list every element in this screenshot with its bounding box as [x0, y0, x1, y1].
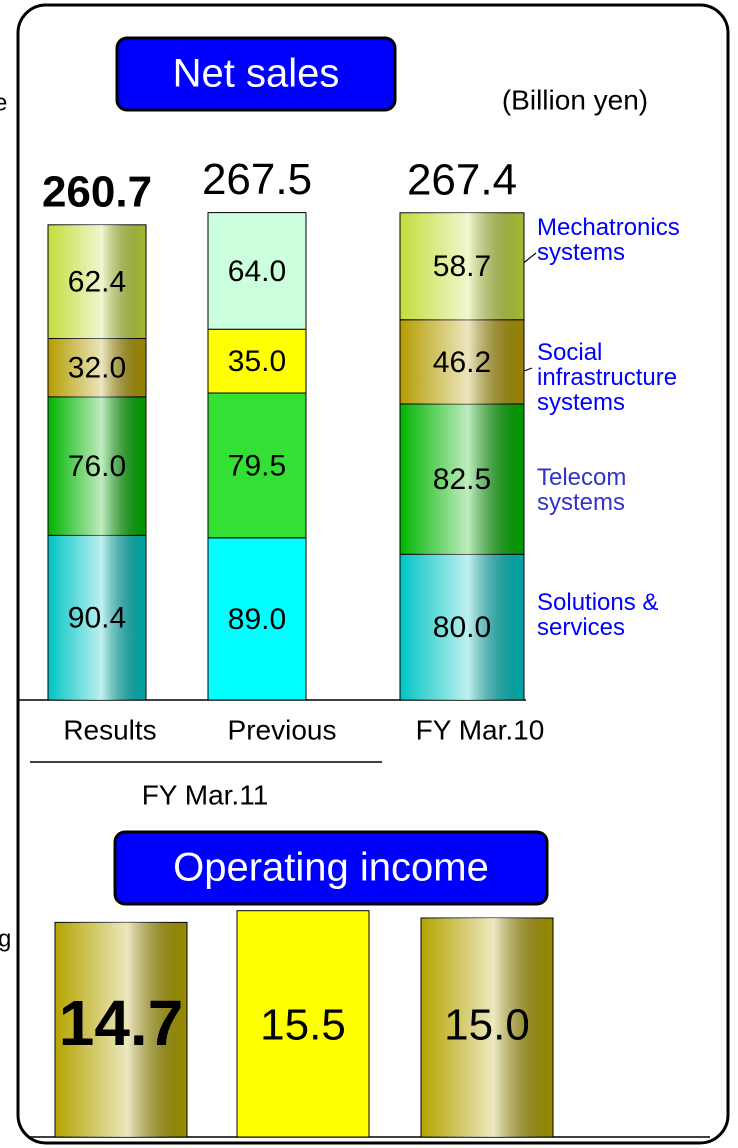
value-label: 58.7 [433, 250, 491, 283]
chart-title: Operating income [173, 846, 489, 890]
frame [16, 3, 730, 1145]
legend-label: Solutions & services [537, 589, 659, 641]
bar-segment [207, 328, 307, 394]
value-label: 80.0 [433, 611, 491, 644]
value-label: 90.4 [68, 602, 126, 635]
value-label: 46.2 [433, 346, 491, 379]
value-label: 64.0 [228, 255, 286, 288]
total-label: 267.4 [407, 155, 517, 204]
clipped-text: g [0, 925, 11, 952]
total-label: 260.7 [42, 168, 152, 217]
x-tick-label: FY Mar.10 [416, 714, 545, 745]
value-label: 35.0 [228, 345, 286, 378]
legend-label: Telecom systems [537, 464, 627, 516]
value-label: 14.7 [59, 987, 184, 1059]
title-box [113, 830, 549, 906]
value-label: 32.0 [68, 352, 126, 385]
legend-label: Mechatronics systems [537, 214, 680, 266]
value-label: 89.0 [228, 603, 286, 636]
title-box [115, 36, 397, 112]
bar [236, 910, 370, 1138]
value-label: 15.5 [260, 1001, 346, 1050]
bar-segment [207, 392, 307, 539]
chart-title: Net sales [173, 52, 340, 96]
bar-segment [207, 537, 307, 701]
bar-shine [421, 918, 553, 1137]
legend-label: Social infrastructure systems [537, 339, 678, 416]
value-label: 82.5 [433, 463, 491, 496]
bar-segment [207, 212, 307, 330]
bar-shine [55, 922, 187, 1137]
value-label: 76.0 [68, 450, 126, 483]
unit-label: (Billion yen) [502, 84, 648, 115]
total-label: 267.5 [202, 155, 312, 204]
value-label: 62.4 [68, 266, 126, 299]
x-tick-label: Previous [228, 714, 337, 745]
group-label: FY Mar.11 [142, 779, 269, 810]
x-tick-label: Results [63, 714, 156, 745]
value-label: 15.0 [444, 1001, 530, 1050]
value-label: 79.5 [228, 449, 286, 482]
clipped-text: e [0, 89, 7, 116]
